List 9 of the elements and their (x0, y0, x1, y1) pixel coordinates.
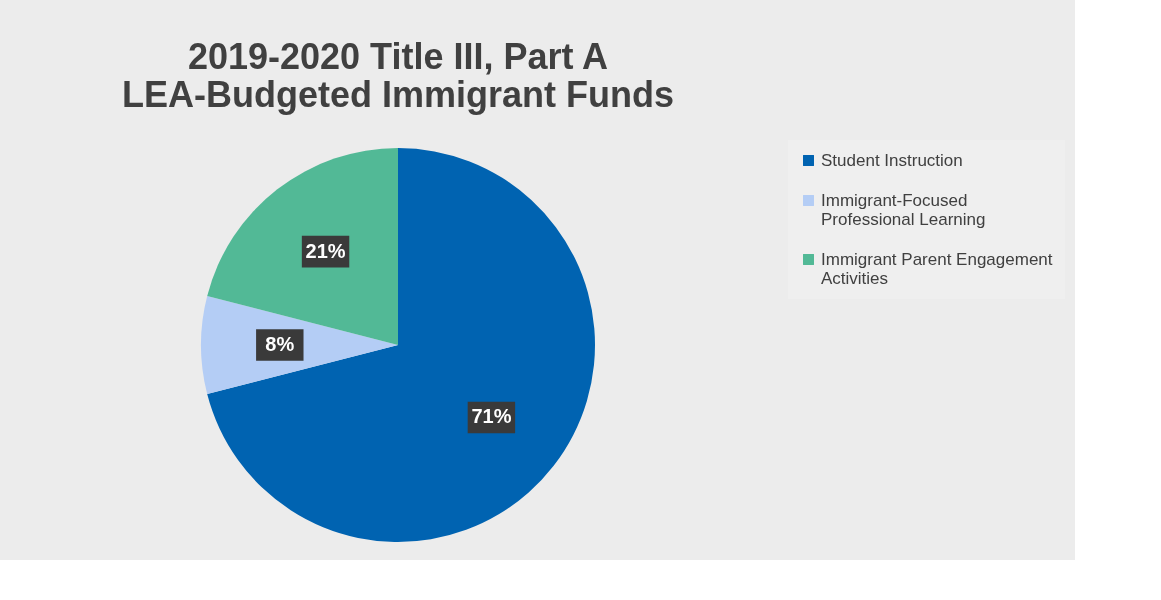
pie-slice (207, 148, 595, 542)
legend-label: Immigrant Parent Engagement Activities (821, 249, 1053, 288)
legend-label: Student Instruction (821, 150, 963, 170)
data-label: 8% (265, 333, 295, 355)
data-label: 71% (471, 405, 512, 428)
data-label: 21% (305, 239, 346, 262)
text: LEA-Budgeted Immigrant Funds (122, 74, 674, 115)
legend-label: Immigrant-Focused Professional Learning (821, 190, 986, 229)
text: 2019-2020 Title III, Part A (187, 36, 609, 77)
